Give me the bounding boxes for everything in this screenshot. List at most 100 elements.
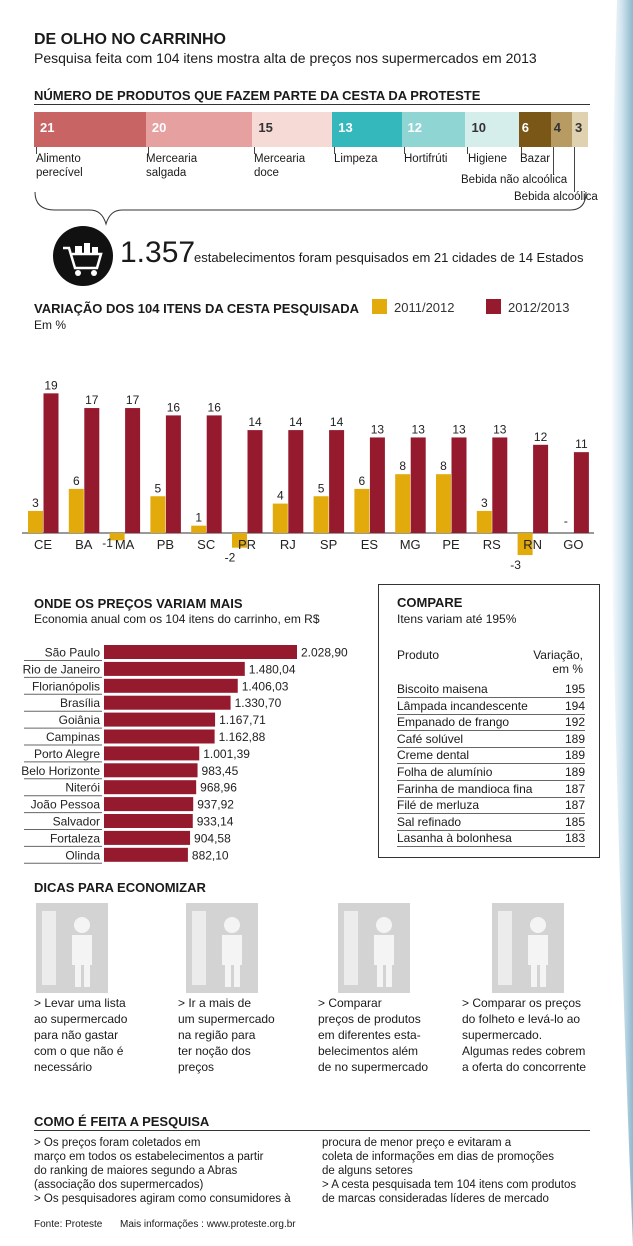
city-label: Rio de Janeiro bbox=[23, 662, 101, 676]
bar-value-label: 1.001,39 bbox=[203, 747, 250, 761]
category-label: ES bbox=[361, 537, 379, 552]
compare-row: Sal refinado 185 bbox=[397, 814, 585, 831]
bar-value-label: 933,14 bbox=[197, 815, 234, 829]
bar bbox=[354, 488, 370, 533]
compare-title: COMPARE bbox=[397, 595, 463, 610]
bar bbox=[150, 496, 166, 533]
bar bbox=[165, 415, 181, 533]
basket-brace bbox=[34, 191, 587, 226]
bar bbox=[104, 645, 297, 659]
bar bbox=[104, 712, 216, 727]
method-rule bbox=[34, 1130, 590, 1131]
tip-text: > Ir a mais de um supermercado na região p… bbox=[178, 996, 275, 1074]
bar-data-label: 13 bbox=[371, 422, 385, 436]
category-label: RS bbox=[483, 537, 501, 552]
city-label: Niterói bbox=[65, 781, 100, 795]
bar bbox=[84, 408, 100, 533]
bar-data-label: 16 bbox=[208, 400, 222, 414]
compare-value: 189 bbox=[564, 765, 585, 779]
bar-value-label: 1.480,04 bbox=[249, 662, 296, 676]
bar-data-label: 17 bbox=[126, 393, 140, 407]
compare-value: 194 bbox=[564, 698, 585, 713]
city-label: João Pessoa bbox=[31, 798, 101, 812]
page-title: DE OLHO NO CARRINHO bbox=[34, 31, 226, 48]
basket-category-label: Mercearia salgada bbox=[146, 153, 198, 179]
basket-segment: 4 bbox=[550, 112, 572, 147]
bar-value-label: 1.162,88 bbox=[219, 730, 266, 744]
bar bbox=[104, 729, 215, 744]
city-label: Brasília bbox=[60, 696, 100, 710]
bar-data-label: 13 bbox=[493, 422, 507, 436]
bar-data-label: 8 bbox=[399, 459, 406, 473]
compare-subtitle: Itens variam até 195% bbox=[397, 612, 517, 626]
method-left-text: > Os preços foram coletados em março em t… bbox=[34, 1137, 291, 1205]
bar-data-label: 3 bbox=[32, 496, 39, 510]
basket-segment: 3 bbox=[572, 112, 588, 147]
bar bbox=[451, 437, 467, 533]
category-label: SC bbox=[197, 537, 215, 552]
city-label: Olinda bbox=[65, 848, 100, 862]
bar bbox=[104, 830, 191, 845]
category-label: GO bbox=[563, 537, 583, 552]
compare-value: 192 bbox=[564, 715, 585, 730]
bar bbox=[436, 474, 451, 533]
bar-value-label: 968,96 bbox=[200, 781, 237, 795]
compare-product: Folha de alumínio bbox=[397, 765, 493, 779]
legend-swatch bbox=[372, 299, 387, 314]
city-label: Goiânia bbox=[59, 713, 101, 727]
legend-label: 2012/2013 bbox=[508, 300, 569, 315]
compare-value: 189 bbox=[564, 731, 585, 746]
compare-row: Empanado de frango 192 bbox=[397, 714, 585, 732]
basket-labels: Alimento perecível Mercearia salgada Merce… bbox=[0, 0, 633, 203]
title-rule bbox=[34, 104, 590, 105]
bar-data-label: -2 bbox=[225, 551, 236, 565]
bar bbox=[313, 496, 329, 533]
category-label: PB bbox=[157, 537, 174, 552]
bar-data-label: 6 bbox=[359, 474, 366, 488]
compare-product: Sal refinado bbox=[397, 814, 462, 829]
compare-row: Creme dental 189 bbox=[397, 747, 585, 765]
compare-value: 187 bbox=[564, 798, 585, 813]
bar-data-label: 4 bbox=[277, 489, 284, 503]
compare-col-product: Produto bbox=[397, 648, 440, 662]
shopping-list-icon bbox=[36, 903, 108, 993]
bar bbox=[28, 510, 43, 533]
basket-leader-line bbox=[552, 147, 554, 175]
compare-row: Folha de alumínio 189 bbox=[397, 764, 585, 781]
bar-data-label: 13 bbox=[452, 422, 466, 436]
legend-label: 2011/2012 bbox=[394, 300, 455, 315]
compare-value: 195 bbox=[564, 682, 585, 696]
compare-row: Farinha de mandioca fina 187 bbox=[397, 781, 585, 798]
basket-category-label: Bebida não alcoólica bbox=[461, 174, 568, 186]
variation-unit: Em % bbox=[34, 318, 67, 332]
bar-data-label: 13 bbox=[412, 422, 426, 436]
compare-product: Lâmpada incandescente bbox=[397, 698, 528, 713]
basket-category-label: Alimento perecível bbox=[36, 153, 83, 179]
category-label: MG bbox=[400, 537, 421, 552]
bar bbox=[329, 430, 345, 533]
compare-product: Empanado de frango bbox=[397, 715, 510, 730]
category-label: BA bbox=[75, 537, 93, 552]
compare-row: Café solúvel 189 bbox=[397, 731, 585, 748]
bar-data-label: 14 bbox=[289, 415, 303, 429]
tip-text: > Comparar preços de produtos em diferente… bbox=[318, 996, 429, 1074]
basket-leader-line bbox=[467, 147, 469, 154]
bar bbox=[104, 661, 245, 676]
tips-title: DICAS PARA ECONOMIZAR bbox=[34, 880, 206, 895]
category-label: CE bbox=[34, 537, 52, 552]
bar bbox=[492, 437, 508, 533]
bar-data-label: 11 bbox=[575, 437, 588, 451]
compare-row: Biscoito maisena 195 bbox=[397, 681, 585, 698]
bar bbox=[533, 444, 549, 533]
flyer-icon bbox=[492, 903, 564, 993]
bar bbox=[476, 510, 492, 533]
bar-value-label: 937,92 bbox=[197, 798, 234, 812]
bar bbox=[369, 437, 385, 533]
variation-title: VARIAÇÃO DOS 104 ITENS DA CESTA PESQUISA… bbox=[34, 301, 360, 316]
bar bbox=[68, 488, 84, 533]
basket-leader-line bbox=[334, 147, 336, 154]
bar bbox=[517, 533, 533, 556]
bar bbox=[125, 408, 141, 533]
legend-swatch bbox=[486, 299, 501, 314]
